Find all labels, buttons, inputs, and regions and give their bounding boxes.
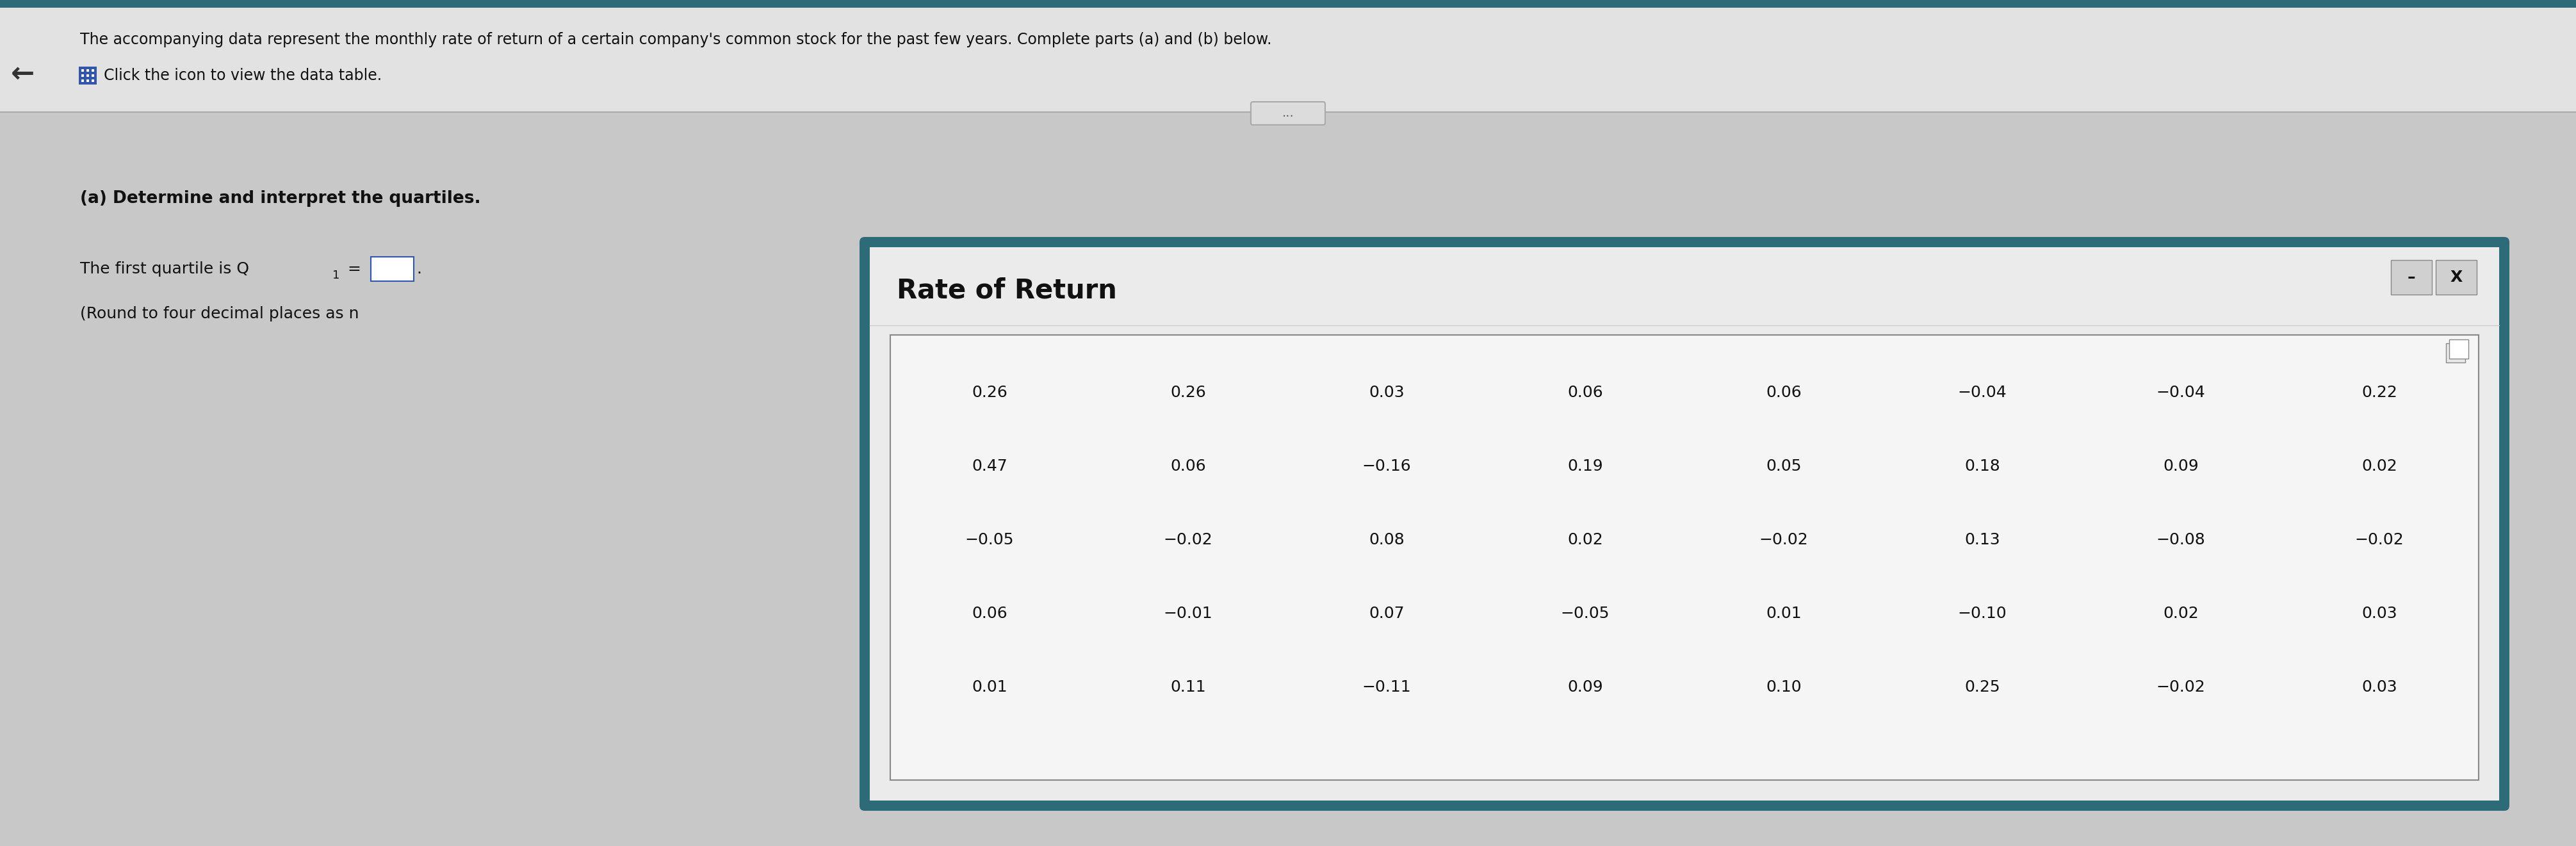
Text: 1: 1 bbox=[332, 270, 340, 281]
Text: −0.08: −0.08 bbox=[2156, 532, 2205, 547]
Text: 0.09: 0.09 bbox=[1566, 679, 1602, 695]
Text: 0.06: 0.06 bbox=[1170, 459, 1206, 474]
Text: (a) Determine and interpret the quartiles.: (a) Determine and interpret the quartile… bbox=[80, 190, 482, 207]
Text: ...: ... bbox=[1283, 107, 1293, 119]
FancyBboxPatch shape bbox=[2447, 343, 2465, 362]
Text: 0.18: 0.18 bbox=[1965, 459, 1999, 474]
Text: X: X bbox=[2450, 270, 2463, 285]
Text: 0.19: 0.19 bbox=[1566, 459, 1602, 474]
FancyBboxPatch shape bbox=[2391, 260, 2432, 294]
Text: (Round to four decimal places as n: (Round to four decimal places as n bbox=[80, 306, 358, 321]
Text: −0.04: −0.04 bbox=[1958, 385, 2007, 400]
FancyBboxPatch shape bbox=[0, 0, 2576, 8]
FancyBboxPatch shape bbox=[871, 247, 2499, 800]
Text: 0.08: 0.08 bbox=[1368, 532, 1404, 547]
FancyBboxPatch shape bbox=[371, 257, 415, 281]
Text: 0.11: 0.11 bbox=[1170, 679, 1206, 695]
Text: −0.02: −0.02 bbox=[1759, 532, 1808, 547]
Text: 0.06: 0.06 bbox=[1566, 385, 1602, 400]
Text: 0.26: 0.26 bbox=[971, 385, 1007, 400]
Text: 0.02: 0.02 bbox=[2362, 459, 2398, 474]
FancyBboxPatch shape bbox=[2450, 339, 2468, 359]
Text: Click the icon to view the data table.: Click the icon to view the data table. bbox=[103, 68, 381, 83]
Text: 0.02: 0.02 bbox=[2164, 606, 2200, 621]
Text: 0.03: 0.03 bbox=[2362, 606, 2398, 621]
Text: 0.07: 0.07 bbox=[1368, 606, 1404, 621]
Text: 0.06: 0.06 bbox=[1767, 385, 1801, 400]
Text: 0.06: 0.06 bbox=[971, 606, 1007, 621]
Text: 0.47: 0.47 bbox=[971, 459, 1007, 474]
Text: 0.10: 0.10 bbox=[1767, 679, 1801, 695]
Text: −0.02: −0.02 bbox=[2156, 679, 2205, 695]
Text: The accompanying data represent the monthly rate of return of a certain company': The accompanying data represent the mont… bbox=[80, 32, 1273, 47]
Text: 0.09: 0.09 bbox=[2164, 459, 2200, 474]
FancyBboxPatch shape bbox=[860, 237, 2509, 810]
FancyBboxPatch shape bbox=[0, 0, 2576, 112]
Text: −0.02: −0.02 bbox=[2354, 532, 2403, 547]
Text: 0.01: 0.01 bbox=[1767, 606, 1801, 621]
Text: −0.05: −0.05 bbox=[1561, 606, 1610, 621]
Text: 0.03: 0.03 bbox=[1368, 385, 1404, 400]
Text: −0.02: −0.02 bbox=[1164, 532, 1213, 547]
Text: 0.01: 0.01 bbox=[971, 679, 1007, 695]
Text: −0.10: −0.10 bbox=[1958, 606, 2007, 621]
Text: −0.01: −0.01 bbox=[1164, 606, 1213, 621]
Text: 0.26: 0.26 bbox=[1170, 385, 1206, 400]
Text: 0.22: 0.22 bbox=[2362, 385, 2398, 400]
Text: −0.04: −0.04 bbox=[2156, 385, 2205, 400]
Text: –: – bbox=[2409, 270, 2416, 285]
Text: .: . bbox=[417, 261, 422, 277]
FancyBboxPatch shape bbox=[891, 335, 2478, 780]
Text: −0.11: −0.11 bbox=[1363, 679, 1412, 695]
FancyBboxPatch shape bbox=[1252, 102, 1324, 125]
Text: 0.03: 0.03 bbox=[2362, 679, 2398, 695]
Text: 0.02: 0.02 bbox=[1566, 532, 1602, 547]
Text: −0.05: −0.05 bbox=[966, 532, 1015, 547]
Text: −0.16: −0.16 bbox=[1363, 459, 1412, 474]
FancyBboxPatch shape bbox=[80, 67, 98, 85]
Text: 0.05: 0.05 bbox=[1767, 459, 1801, 474]
FancyBboxPatch shape bbox=[2437, 260, 2476, 294]
Text: ←: ← bbox=[10, 60, 33, 87]
Text: 0.25: 0.25 bbox=[1965, 679, 1999, 695]
Text: Rate of Return: Rate of Return bbox=[896, 277, 1118, 304]
Text: 0.13: 0.13 bbox=[1965, 532, 1999, 547]
Text: =: = bbox=[343, 261, 361, 277]
Text: The first quartile is Q: The first quartile is Q bbox=[80, 261, 250, 277]
